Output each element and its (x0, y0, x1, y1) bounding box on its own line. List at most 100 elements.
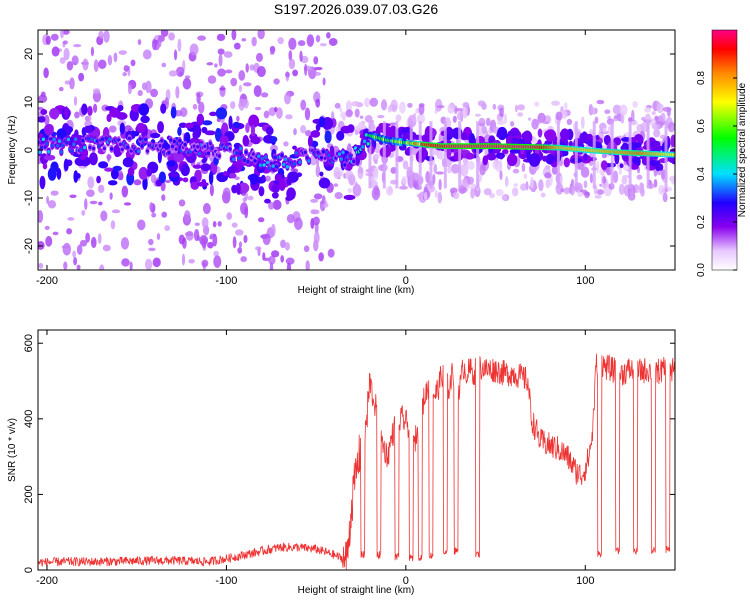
heatmap-cell (651, 111, 656, 116)
heatmap-cell (138, 166, 149, 180)
heatmap-cell (73, 96, 78, 106)
heatmap-cell (307, 135, 313, 148)
heatmap-cell (39, 175, 46, 190)
heatmap-cell (427, 184, 436, 193)
heatmap-ridge (170, 144, 175, 149)
heatmap-ridge (366, 141, 370, 146)
heatmap-cell (111, 209, 121, 214)
heatmap-ridge (231, 157, 236, 162)
heatmap-streak (476, 121, 480, 189)
heatmap-cell (286, 178, 292, 186)
heatmap-ridge (352, 159, 356, 164)
heatmap-cell (479, 163, 486, 176)
heatmap-ridge (102, 146, 106, 151)
heatmap-cell (395, 114, 402, 122)
heatmap-ridge (100, 137, 105, 141)
heatmap-cell (212, 233, 218, 247)
heatmap-cell (261, 174, 266, 182)
heatmap-cell (96, 175, 101, 184)
heatmap-ridge (174, 147, 178, 152)
heatmap-cell (437, 191, 443, 204)
heatmap-cell (434, 98, 443, 112)
heatmap-ridge (109, 147, 114, 151)
heatmap-cell (454, 107, 464, 112)
heatmap-cell (69, 194, 77, 198)
heatmap-cell (297, 40, 306, 47)
heatmap-ridge (364, 133, 368, 137)
heatmap-cell (315, 123, 321, 132)
heatmap-cell (436, 105, 445, 109)
heatmap-cell (78, 72, 85, 82)
heatmap-cell (339, 107, 343, 112)
heatmap-cell (152, 257, 161, 268)
heatmap-ridge (228, 147, 232, 151)
heatmap-cell (60, 30, 64, 39)
heatmap-ridge (88, 145, 92, 150)
heatmap-cell (322, 77, 326, 86)
heatmap-cell (110, 168, 119, 180)
heatmap-cell (304, 107, 311, 121)
heatmap-ridge (145, 149, 150, 153)
heatmap-cell (667, 121, 675, 133)
heatmap-cell (413, 172, 420, 181)
heatmap-cell (196, 113, 205, 126)
snr-x-label: Height of straight line (km) (298, 585, 415, 596)
heatmap-y-tick-label: 20 (23, 48, 35, 60)
heatmap-ridge (144, 137, 148, 142)
heatmap-cell (520, 183, 527, 191)
heatmap-cell (470, 188, 475, 199)
heatmap-cell (586, 191, 590, 197)
heatmap-cell (102, 244, 111, 252)
heatmap-cell (274, 174, 282, 182)
heatmap-cell (312, 216, 320, 226)
heatmap-cell (157, 121, 164, 134)
heatmap-cell (478, 117, 486, 127)
heatmap-ridge (280, 153, 284, 158)
heatmap-cell (499, 170, 503, 181)
heatmap-cell (200, 163, 212, 172)
heatmap-cell (654, 141, 660, 150)
heatmap-cell (461, 178, 469, 188)
heatmap-cell (215, 107, 228, 120)
heatmap-cell (196, 181, 209, 187)
heatmap-cell (373, 153, 382, 159)
heatmap-cell (92, 88, 101, 94)
heatmap-cell (173, 49, 178, 61)
heatmap-cell (107, 180, 118, 186)
heatmap-cell (348, 174, 353, 184)
heatmap-cell (47, 167, 57, 181)
heatmap-cell (589, 173, 593, 184)
heatmap-cell (269, 262, 274, 270)
heatmap-cell (327, 248, 335, 258)
heatmap-cell (245, 122, 250, 134)
heatmap-cell (177, 126, 182, 136)
heatmap-cell (178, 122, 188, 128)
heatmap-cell (654, 115, 659, 122)
heatmap-cell (537, 128, 543, 138)
heatmap-cell (243, 235, 248, 244)
heatmap-cell (224, 69, 233, 74)
heatmap-cell (118, 50, 127, 55)
heatmap-cell (88, 152, 98, 166)
heatmap-cell (508, 151, 515, 162)
heatmap-cell (544, 129, 557, 142)
heatmap-cell (229, 101, 236, 110)
heatmap-cell (653, 179, 658, 188)
heatmap-cell (621, 176, 628, 185)
heatmap-cell (237, 182, 250, 194)
heatmap-cell (563, 102, 568, 110)
heatmap-cell (97, 233, 102, 244)
heatmap-cell (193, 228, 200, 241)
heatmap-cell (157, 35, 162, 48)
heatmap-cell (521, 163, 526, 173)
heatmap-cell (107, 54, 113, 66)
snr-y-label: SNR (10 * v/v) (7, 418, 18, 482)
heatmap-cell (288, 37, 297, 50)
heatmap-cell (326, 32, 331, 39)
heatmap-ridge (319, 155, 324, 160)
heatmap-ridge (282, 162, 286, 167)
heatmap-cell (399, 101, 406, 114)
heatmap-cell (484, 147, 489, 157)
heatmap-cell (50, 33, 59, 41)
heatmap-cell (222, 187, 231, 200)
